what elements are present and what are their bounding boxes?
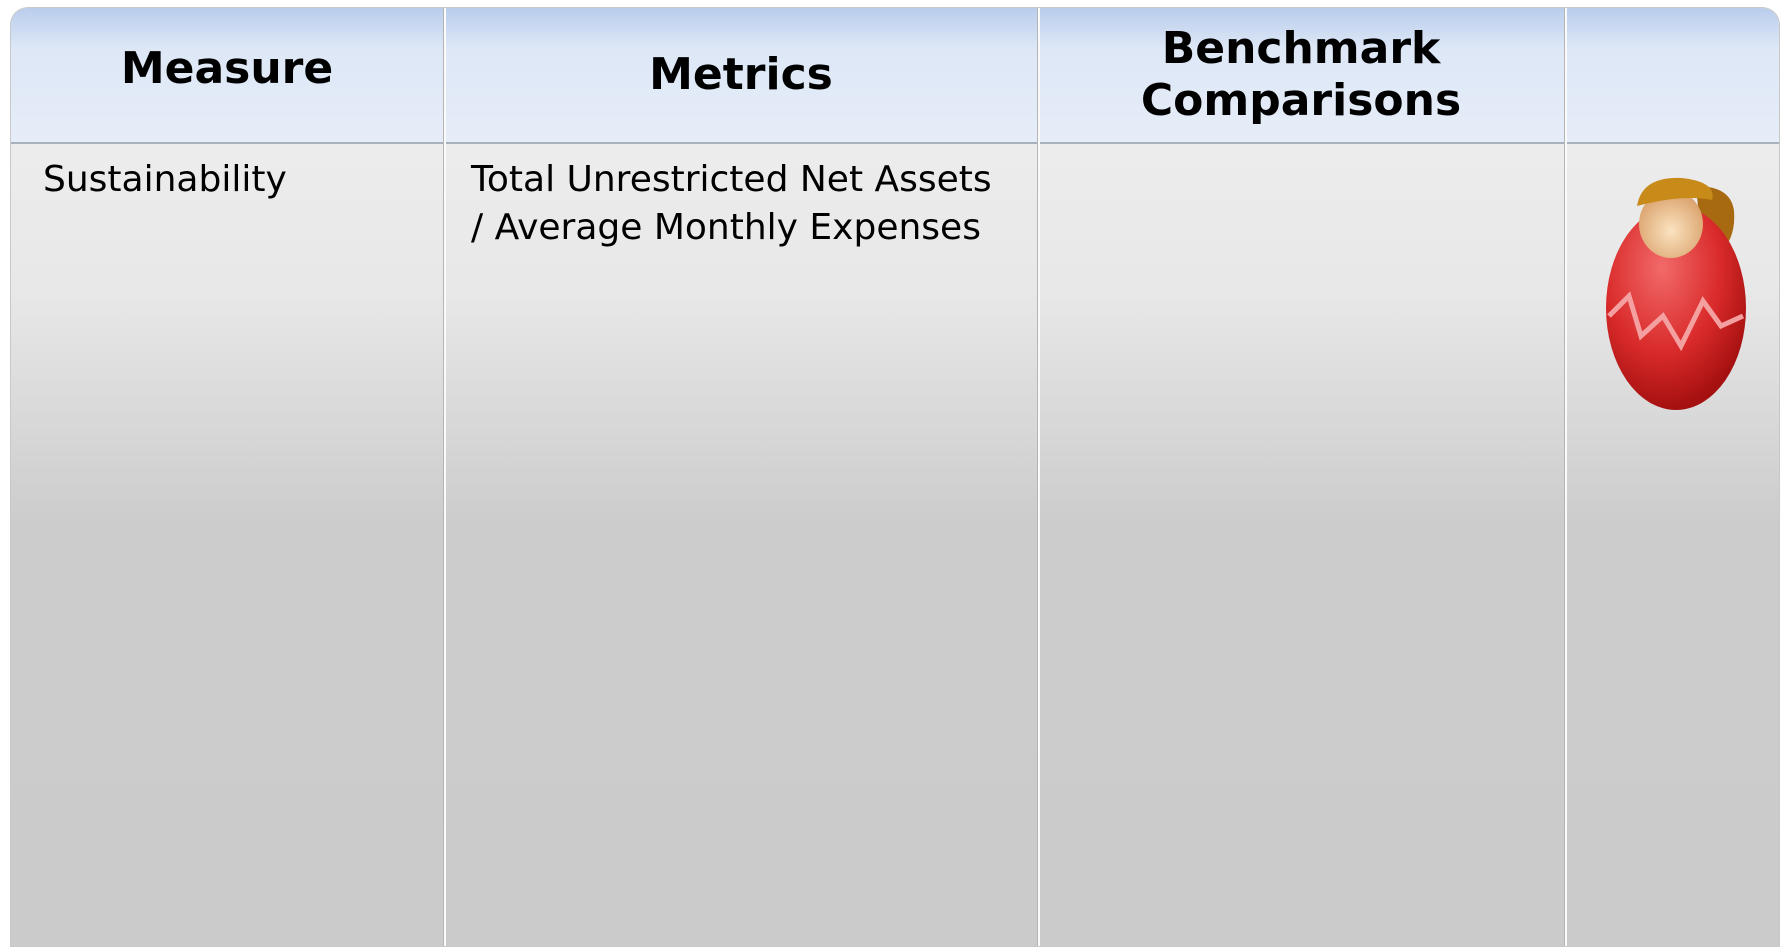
person-icon — [1601, 166, 1761, 456]
body-cell: Sustainability — [43, 156, 433, 204]
header-cell: Measure — [11, 8, 443, 142]
header-cell: Benchmark Comparisons — [1071, 8, 1531, 142]
header-cell: Metrics — [445, 8, 1037, 142]
column-divider — [1564, 8, 1567, 946]
table: Measure Metrics Benchmark Comparisons Su… — [10, 7, 1780, 947]
column-divider — [1037, 8, 1040, 946]
body-cell: Total Unrestricted Net Assets / Average … — [471, 156, 1011, 252]
column-divider — [443, 8, 446, 946]
